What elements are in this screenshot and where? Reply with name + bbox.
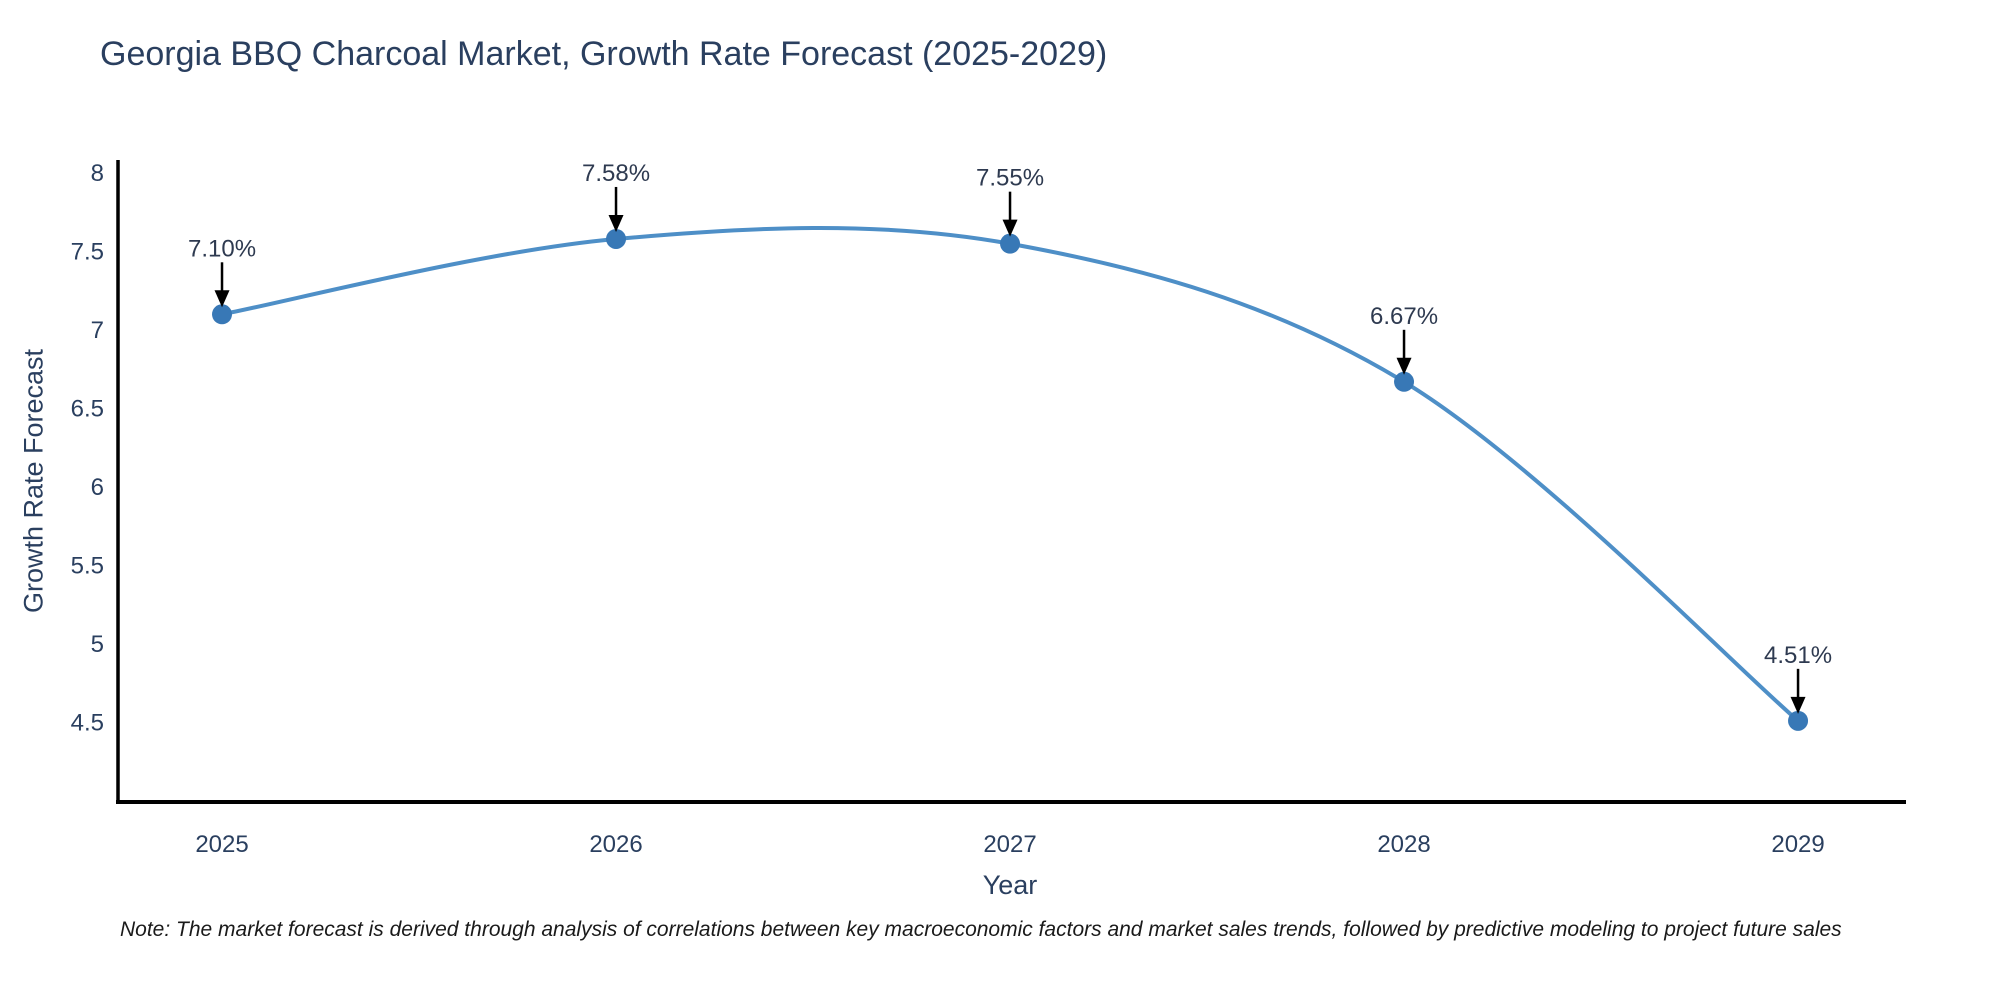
- series-line: [220, 226, 1800, 723]
- y-tick-label: 5.5: [71, 552, 104, 579]
- annotation-arrow-head: [1790, 696, 1806, 714]
- annotation-label: 7.10%: [188, 235, 256, 262]
- y-tick-label: 6.5: [71, 395, 104, 422]
- annotation-label: 4.51%: [1764, 642, 1832, 669]
- annotation-label: 7.58%: [582, 160, 650, 187]
- data-point-marker: [1000, 233, 1021, 254]
- y-tick-label: 7.5: [71, 239, 104, 266]
- y-tick-label: 6: [91, 474, 104, 501]
- y-tick-label: 5: [91, 631, 104, 658]
- annotation-arrow-head: [1002, 219, 1018, 237]
- y-tick-label: 4.5: [71, 709, 104, 736]
- x-tick-label: 2026: [589, 831, 642, 858]
- data-point-marker: [212, 304, 233, 325]
- y-tick-label: 7: [91, 317, 104, 344]
- x-tick-label: 2029: [1771, 831, 1824, 858]
- data-point-marker: [1394, 371, 1415, 392]
- annotation-label: 7.55%: [976, 165, 1044, 192]
- x-tick-label: 2027: [983, 831, 1036, 858]
- x-tick-label: 2028: [1377, 831, 1430, 858]
- annotation-label: 6.67%: [1370, 303, 1438, 330]
- data-point-marker: [1788, 710, 1809, 731]
- annotation-arrow-head: [214, 290, 230, 308]
- x-tick-label: 2025: [195, 831, 248, 858]
- annotation-arrow-head: [1396, 357, 1412, 375]
- annotation-arrow-head: [608, 214, 624, 232]
- data-point-marker: [606, 228, 627, 249]
- x-axis-title: Year: [982, 870, 1038, 900]
- y-tick-label: 8: [91, 160, 104, 187]
- footnote: Note: The market forecast is derived thr…: [120, 918, 1842, 941]
- chart-title: Georgia BBQ Charcoal Market, Growth Rate…: [100, 35, 1108, 73]
